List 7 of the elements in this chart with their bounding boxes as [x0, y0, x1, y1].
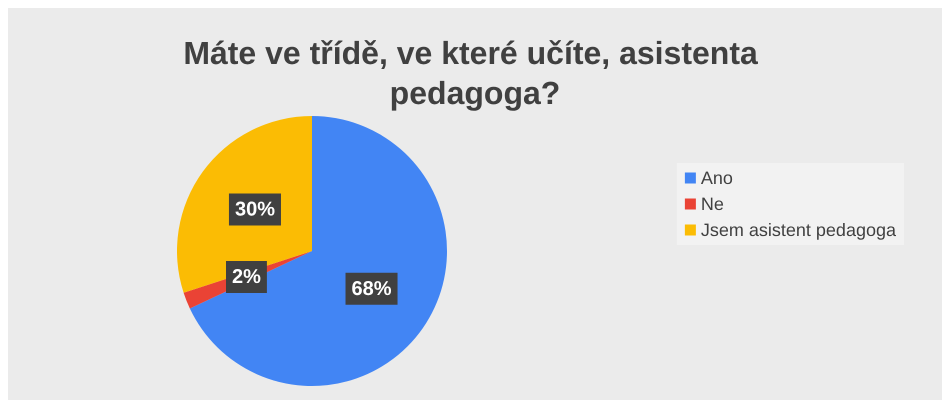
chart-title: Máte ve třídě, ve které učíte, asistenta pedagoga?	[183, 35, 767, 111]
legend-label: Ano	[700, 168, 733, 188]
data-label: 2%	[232, 266, 262, 288]
data-label: 30%	[234, 198, 276, 221]
legend-label: Jsem asistent pedagoga	[700, 220, 897, 240]
data-label: 68%	[352, 278, 392, 300]
legend-label: Ne	[700, 194, 724, 214]
